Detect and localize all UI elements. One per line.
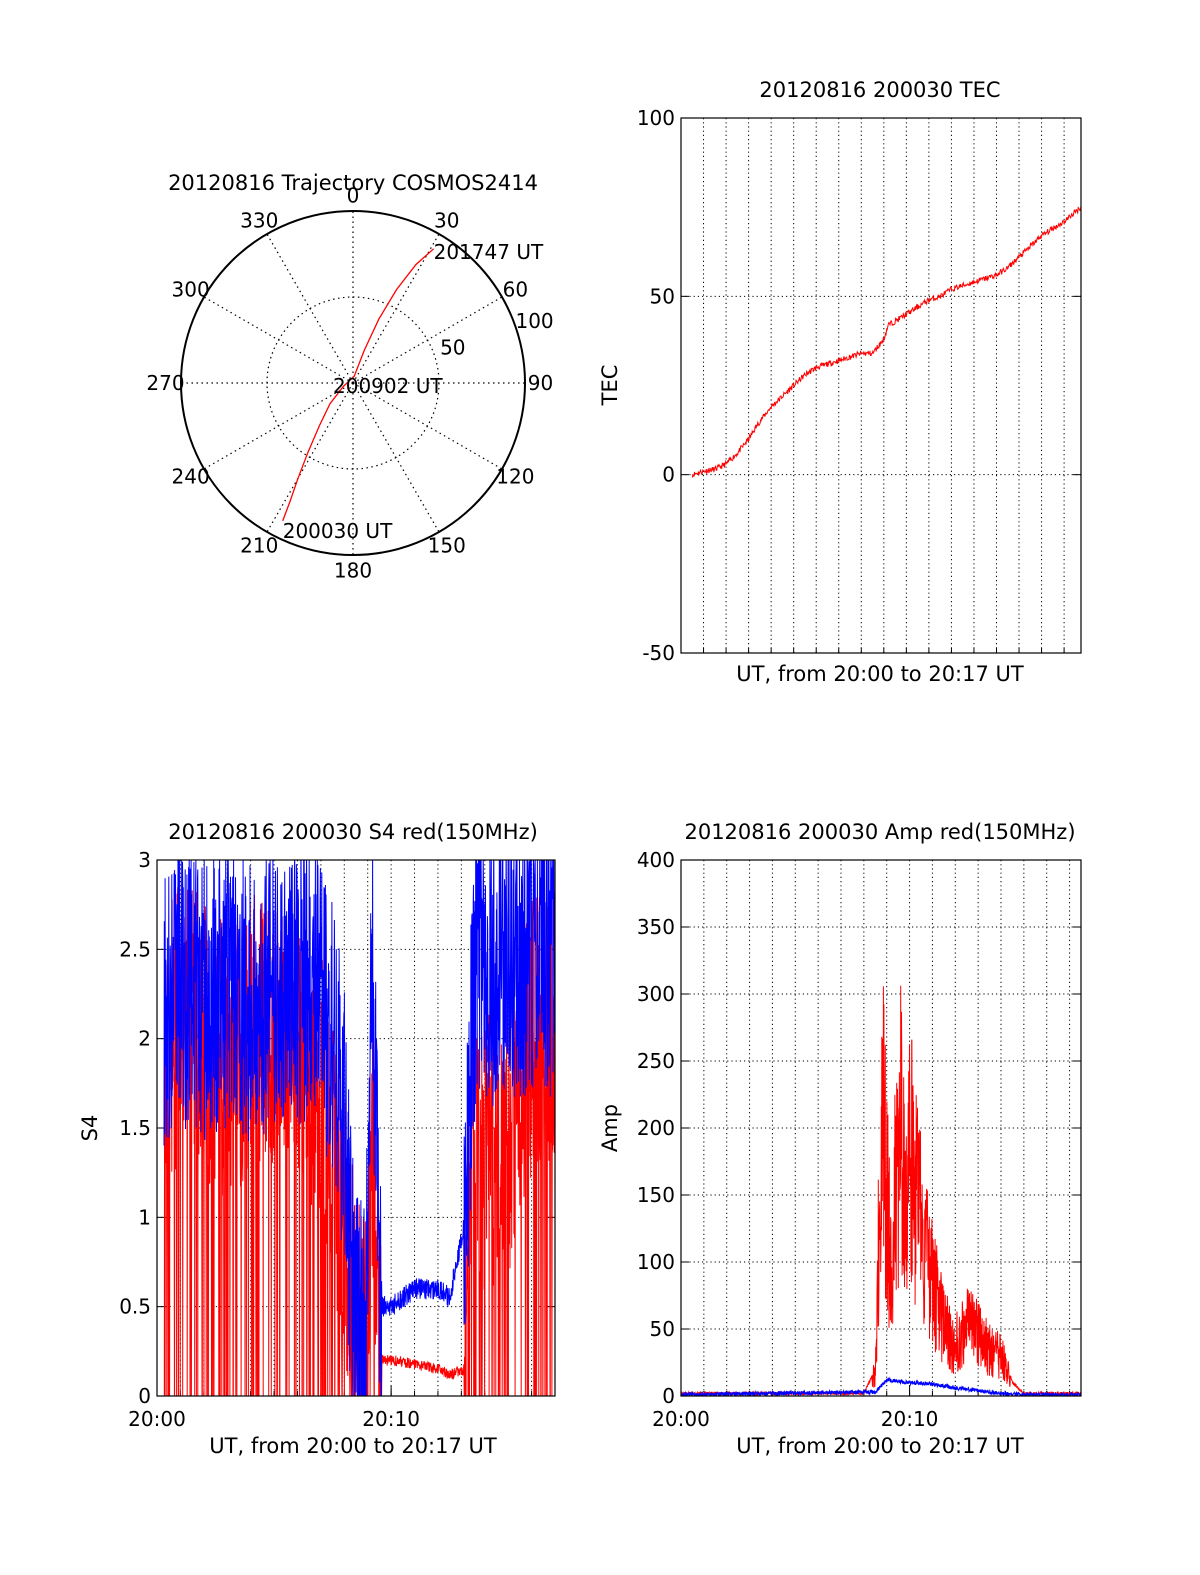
polar-series (282, 248, 435, 522)
tec-title: 20120816 200030 TEC (759, 78, 1000, 102)
plot-frame (680, 859, 1082, 1397)
y-tick-label: 50 (650, 284, 675, 308)
amp-title: 20120816 200030 Amp red(150MHz) (684, 820, 1075, 844)
polar-azimuth-label: 240 (172, 465, 210, 489)
polar-spoke (352, 382, 503, 470)
y-tick-label: 100 (637, 1250, 675, 1274)
plot-frame (156, 859, 556, 1397)
polar-azimuth-label: 150 (428, 533, 466, 557)
amp-panel: 20120816 200030 Amp red(150MHz) 0 50 100 15… (598, 820, 1082, 1458)
polar-azimuth-label: 330 (240, 209, 278, 233)
polar-annotations: 201747 UT 200902 UT 200030 UT (283, 240, 544, 543)
series-line (681, 985, 1081, 1396)
y-tick-label: -50 (642, 641, 675, 665)
polar-azimuth-labels: 0 30 60 90 120 150 180 210 240 270 300 330 50 100 (146, 184, 553, 583)
y-tick-label: 2 (138, 1027, 151, 1051)
series-line (691, 205, 1081, 478)
polar-azimuth-label: 120 (496, 465, 534, 489)
y-tick-label: 1.5 (119, 1116, 151, 1140)
s4-panel: 20120816 200030 S4 red(150MHz) 0 0.5 1 1.5 2… (78, 820, 556, 1458)
amp-plot: 0 50 100 150 200 250 300 350 400 20:00 20:10 (637, 848, 1082, 1431)
polar-radial-label: 100 (515, 309, 553, 333)
y-tick-label: 250 (637, 1049, 675, 1073)
polar-spoke (203, 296, 354, 384)
polar-azimuth-label: 180 (334, 558, 372, 582)
s4-plot: 0 0.5 1 1.5 2 2.5 3 20:00 20:10 (119, 848, 556, 1431)
series-group (691, 205, 1081, 478)
series-line (681, 1376, 1081, 1396)
series-line (163, 860, 555, 1396)
s4-xlabel: UT, from 20:00 to 20:17 UT (209, 1434, 497, 1458)
polar-spoke (203, 382, 354, 470)
polar-spoke (266, 382, 354, 533)
y-tick-label: 3 (138, 848, 151, 872)
s4-title: 20120816 200030 S4 red(150MHz) (168, 820, 538, 844)
polar-spoke (352, 382, 440, 533)
polar-radial-label: 50 (440, 335, 465, 359)
y-tick-label: 0.5 (119, 1295, 151, 1319)
trajectory-annotation: 200030 UT (283, 519, 393, 543)
polar-spoke (352, 233, 440, 384)
tec-plot: -50 0 50 100 (637, 106, 1082, 665)
y-tick-label: 1 (138, 1205, 151, 1229)
polar-spoke (266, 233, 354, 384)
x-tick-label: 20:00 (128, 1407, 186, 1431)
polar-grid (180, 210, 526, 556)
trajectory-annotation: 200902 UT (333, 374, 443, 398)
polar-panel: 20120816 Trajectory COSMOS2414 0 30 60 90 12… (146, 171, 553, 582)
polar-azimuth-label: 210 (240, 533, 278, 557)
y-tick-label: 400 (637, 848, 675, 872)
x-tick-label: 20:10 (362, 1407, 420, 1431)
polar-azimuth-label: 30 (434, 209, 459, 233)
polar-outer-circle (180, 210, 526, 556)
y-tick-label: 300 (637, 982, 675, 1006)
tec-xlabel: UT, from 20:00 to 20:17 UT (736, 662, 1024, 686)
y-tick-label: 0 (662, 1384, 675, 1408)
polar-spoke (352, 296, 503, 384)
trajectory-line (282, 248, 435, 522)
series-group (681, 985, 1081, 1396)
polar-azimuth-label: 270 (146, 371, 184, 395)
amp-xlabel: UT, from 20:00 to 20:17 UT (736, 1434, 1024, 1458)
y-tick-label: 200 (637, 1116, 675, 1140)
y-tick-label: 0 (138, 1384, 151, 1408)
amp-ylabel: Amp (598, 1104, 622, 1152)
y-tick-label: 100 (637, 106, 675, 130)
series-group (163, 860, 555, 1396)
tec-panel: 20120816 200030 TEC -50 0 50 100 UT, from 2… (598, 78, 1082, 686)
polar-title: 20120816 Trajectory COSMOS2414 (168, 171, 538, 195)
polar-azimuth-label: 300 (172, 277, 210, 301)
polar-azimuth-label: 90 (528, 371, 553, 395)
tec-ylabel: TEC (598, 365, 622, 407)
x-tick-label: 20:10 (881, 1407, 939, 1431)
y-tick-label: 2.5 (119, 937, 151, 961)
plot-frame (680, 117, 1082, 654)
trajectory-annotation: 201747 UT (434, 240, 544, 264)
x-tick-label: 20:00 (652, 1407, 710, 1431)
y-tick-label: 50 (650, 1317, 675, 1341)
polar-azimuth-label: 0 (347, 184, 360, 208)
y-tick-label: 350 (637, 915, 675, 939)
y-tick-label: 0 (662, 463, 675, 487)
polar-azimuth-label: 60 (503, 277, 528, 301)
s4-ylabel: S4 (78, 1115, 102, 1142)
y-tick-label: 150 (637, 1183, 675, 1207)
